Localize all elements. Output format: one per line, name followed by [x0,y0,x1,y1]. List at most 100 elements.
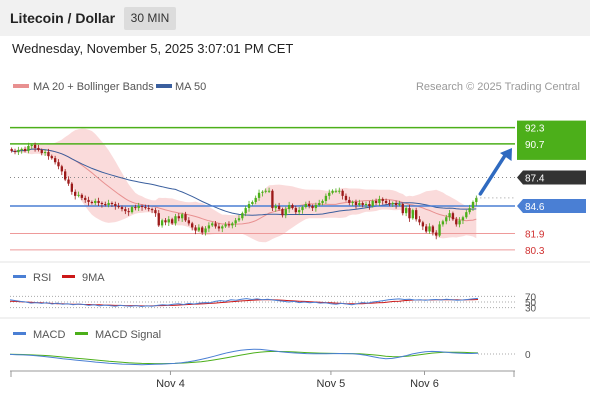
candle [368,204,371,207]
candle [167,219,170,223]
candle [207,225,211,229]
candle [20,148,23,151]
candle [174,216,177,224]
candle [97,200,100,203]
forecast-arrow-shaft [478,152,508,196]
candle [381,198,384,201]
macd-signal-legend-label: MACD Signal [95,329,161,341]
candle [100,202,104,205]
candle [465,212,468,218]
support-label-box [517,199,586,214]
current-label-box [517,170,586,185]
ma20-line [11,148,477,225]
candle [177,216,180,219]
price-label-92.3: 92.3 [525,124,545,135]
candle [157,213,160,226]
candle [354,201,358,206]
candle [104,204,107,206]
price-label-84.6: 84.6 [525,202,545,213]
candle [374,200,378,203]
candle [53,158,57,163]
rsi-legend-label: RSI [33,272,51,284]
macd-legend-swatch [13,332,26,335]
candle [287,205,291,210]
candle [421,222,425,227]
candle [124,209,127,212]
candle [458,220,461,225]
macd-signal-legend-swatch [75,332,88,335]
candle [451,213,455,220]
candle [261,191,264,193]
candle [311,206,314,209]
candle [13,151,17,153]
candle [321,200,324,203]
candle [468,208,471,213]
candle [364,204,368,206]
ma20-legend-label: MA 20 + Bollinger Bands [33,81,154,93]
candle [137,206,140,209]
candle [244,208,247,214]
candle [130,207,134,213]
rsi-ma-line [9,299,479,307]
candle [344,195,348,200]
candle [23,148,27,152]
candle [284,209,287,216]
ma20-legend-swatch [13,84,29,88]
candle [361,202,364,206]
candle [277,206,281,210]
copyright-label: Research © 2025 Trading Central [416,81,580,93]
candle [318,202,321,206]
candle [90,201,94,203]
x-tick-label: Nov 5 [317,378,346,390]
rsi-ma-legend-label: 9MA [82,272,105,284]
resistance-label-box [517,120,586,160]
macd-zero-label: 0 [525,350,531,361]
rsi-level-label-50: 50 [525,298,537,309]
candle [33,144,37,148]
x-tick-label: Nov 6 [410,378,439,390]
candle [388,202,391,205]
candle [191,223,194,228]
candle [475,197,478,202]
candle [391,202,394,205]
candle [107,202,110,206]
candle [134,207,137,209]
ma50-line [11,148,477,216]
candle [461,217,465,221]
candle [30,144,33,146]
candle [398,204,401,206]
candle [164,220,167,223]
rsi-legend-swatch [13,275,26,278]
price-label-81.9: 81.9 [525,230,545,241]
candle [274,206,277,209]
candle [94,200,97,203]
candle [50,156,53,159]
candle [201,227,204,233]
candle [301,207,304,211]
candle [10,148,13,152]
interval-button[interactable]: 30 MIN [124,7,176,30]
candle [297,210,301,213]
candle [271,190,274,209]
macd-signal-line [9,350,479,365]
candle [17,150,20,153]
candle [221,226,224,229]
candle [63,171,67,180]
candle [120,207,124,210]
candle [378,198,381,203]
candle [47,152,50,157]
candle [257,192,261,198]
forecast-arrow-head [499,147,512,162]
ma50-legend-swatch [156,84,172,88]
candle [110,202,114,205]
candle [431,226,435,233]
candle [348,199,351,203]
candle [411,210,414,219]
candle [127,211,130,213]
candle [418,219,421,223]
candle [147,208,150,210]
candle [37,147,40,151]
candle [27,145,30,152]
candle [251,201,254,205]
candle [425,226,428,232]
